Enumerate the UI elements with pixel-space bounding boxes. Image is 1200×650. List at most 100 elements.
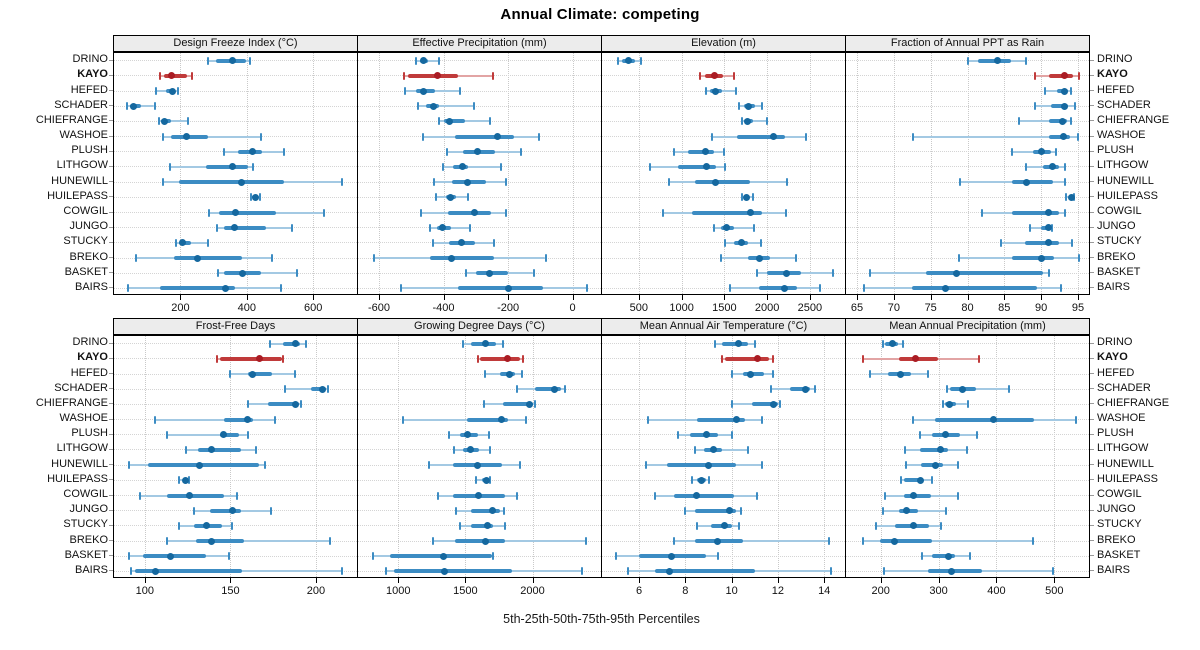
station-label-left-schader: SCHADER xyxy=(54,381,108,394)
box-25-75 xyxy=(911,286,1037,291)
row-tick-right xyxy=(1089,494,1094,496)
cap-95th xyxy=(491,552,494,561)
whisker-5-95 xyxy=(913,135,1078,138)
cap-5th xyxy=(126,102,129,111)
box-25-75 xyxy=(148,463,260,468)
box-25-75 xyxy=(196,539,244,543)
cap-5th xyxy=(215,223,218,232)
median-dot xyxy=(439,552,447,560)
cap-95th xyxy=(730,430,733,439)
cap-95th xyxy=(732,71,735,80)
axis-tick xyxy=(315,578,317,583)
cap-5th xyxy=(737,102,740,111)
axis-tick-label: 1500 xyxy=(453,585,478,597)
row-tick-left xyxy=(108,448,113,450)
station-label-right-bairs: BAIRS xyxy=(1097,280,1131,293)
median-dot xyxy=(505,370,513,378)
cap-5th xyxy=(981,208,984,217)
cap-5th xyxy=(175,238,178,247)
station-label-left-jungo: JUNGO xyxy=(69,220,109,233)
row-tick-right xyxy=(1089,448,1094,450)
axis-tick xyxy=(230,578,232,583)
station-label-left-chiefrange: CHIEFRANGE xyxy=(35,113,108,126)
horizontal-gridline xyxy=(846,479,1089,481)
median-dot xyxy=(944,552,952,560)
whisker-5-95 xyxy=(167,540,330,542)
station-label-right-stucky: STUCKY xyxy=(1097,235,1142,248)
axis-tick xyxy=(532,578,534,583)
cap-95th xyxy=(537,132,540,141)
cap-95th xyxy=(1051,567,1054,576)
station-label-left-chiefrange: CHIEFRANGE xyxy=(35,396,108,409)
cap-95th xyxy=(504,521,506,530)
cap-5th xyxy=(699,71,702,80)
cap-5th xyxy=(432,178,435,187)
median-dot xyxy=(910,522,918,530)
row-tick-right xyxy=(1089,570,1094,572)
box-25-75 xyxy=(393,569,513,574)
cap-5th xyxy=(874,521,877,530)
horizontal-gridline xyxy=(114,555,357,557)
box-25-75 xyxy=(1048,119,1067,124)
row-tick-left xyxy=(108,388,113,390)
cap-95th xyxy=(270,506,273,515)
vertical-gridline xyxy=(681,53,683,294)
median-dot xyxy=(228,507,236,515)
axis-tick xyxy=(465,578,467,583)
box-25-75 xyxy=(220,356,282,361)
station-label-right-bairs: BAIRS xyxy=(1097,563,1131,576)
cap-95th xyxy=(761,102,764,111)
row-tick-left xyxy=(108,555,113,557)
cap-95th xyxy=(760,415,763,424)
cap-5th xyxy=(229,370,232,378)
row-tick-left xyxy=(108,211,113,213)
row-tick-right xyxy=(1089,90,1094,91)
cap-5th xyxy=(223,147,226,156)
cap-95th xyxy=(1063,178,1066,187)
cap-5th xyxy=(157,117,160,126)
whisker-5-95 xyxy=(673,540,829,542)
station-label-right-plush: PLUSH xyxy=(1097,427,1134,440)
station-label-left-stucky: STUCKY xyxy=(63,235,108,248)
axis-tick xyxy=(724,295,726,300)
vertical-gridline xyxy=(180,53,182,294)
cap-5th xyxy=(128,552,131,561)
median-dot xyxy=(291,400,299,408)
axis-tick-label: 200 xyxy=(871,585,890,597)
box-25-75 xyxy=(466,417,509,422)
median-dot xyxy=(185,492,193,499)
box-25-75 xyxy=(1024,240,1059,245)
median-dot xyxy=(473,148,481,156)
vertical-gridline xyxy=(1054,336,1056,577)
vertical-gridline xyxy=(880,336,882,577)
cap-5th xyxy=(475,476,478,485)
row-tick-right xyxy=(1089,105,1094,107)
median-dot xyxy=(484,522,492,530)
horizontal-gridline xyxy=(602,479,845,481)
cap-95th xyxy=(1077,71,1080,80)
cap-95th xyxy=(1077,132,1079,141)
cap-5th xyxy=(869,370,872,378)
panel-plot xyxy=(113,335,358,578)
station-label-left-drino: DRINO xyxy=(72,336,108,349)
whisker-5-95 xyxy=(176,241,208,244)
cap-95th xyxy=(468,223,471,232)
cap-95th xyxy=(294,370,297,378)
median-dot xyxy=(747,209,754,216)
cap-95th xyxy=(299,400,302,409)
cap-95th xyxy=(340,567,343,576)
whisker-5-95 xyxy=(442,165,502,168)
median-dot xyxy=(942,431,949,439)
panel-strip-title: Elevation (m) xyxy=(601,35,846,52)
cap-95th xyxy=(1078,254,1081,262)
median-dot xyxy=(238,178,246,186)
median-dot xyxy=(755,254,763,262)
axis-tick-label: 85 xyxy=(998,302,1011,314)
cap-5th xyxy=(862,537,865,545)
box-25-75 xyxy=(470,508,500,513)
axis-tick xyxy=(938,578,940,583)
median-dot xyxy=(229,57,236,65)
row-tick-right xyxy=(1089,74,1094,76)
box-25-75 xyxy=(143,554,207,559)
axis-tick-label: 100 xyxy=(135,585,154,597)
